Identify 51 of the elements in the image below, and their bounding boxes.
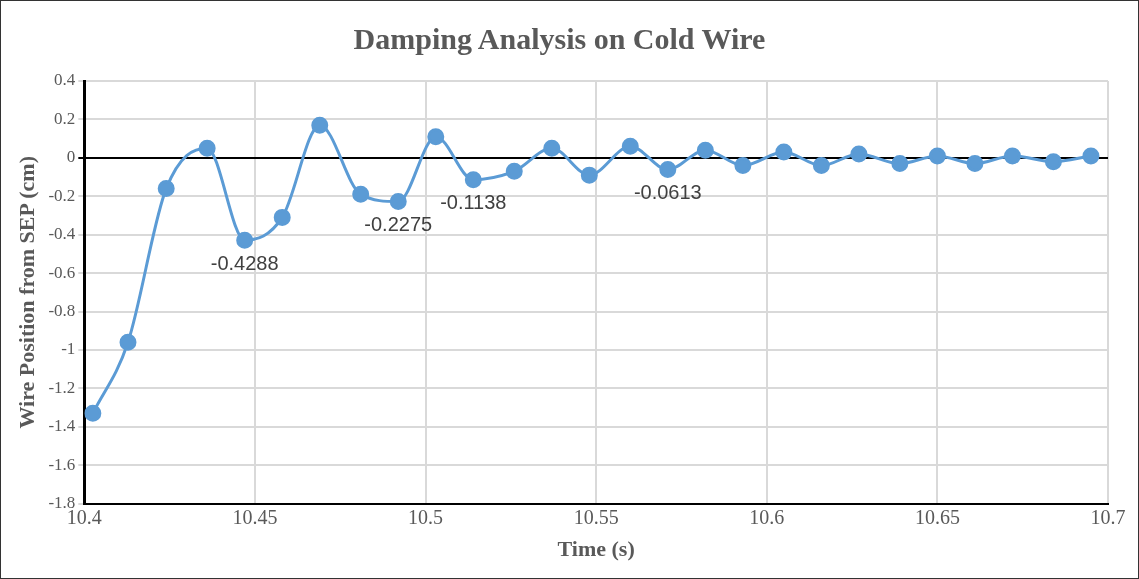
x-axis-title: Time (s) (557, 536, 635, 562)
y-tick-label: 0.4 (54, 70, 76, 90)
point (1003, 147, 1021, 165)
y-tick-label: 0.2 (54, 108, 76, 128)
point (812, 157, 830, 175)
point (157, 180, 175, 198)
point (198, 139, 216, 157)
y-axis-title: Wire Position from SEP (cm) (13, 156, 39, 429)
y-tick-label: -1.2 (48, 377, 76, 397)
x-tick-label: 10.45 (232, 505, 278, 528)
x-tick-label: 10.7 (1090, 505, 1126, 528)
point (505, 162, 523, 180)
point (1082, 147, 1100, 165)
point (543, 139, 561, 157)
x-tick-label: 10.5 (408, 505, 444, 528)
data-label: -0.2275 (364, 213, 433, 236)
y-tick-label: -0.2 (48, 185, 76, 205)
point (621, 137, 639, 155)
point (891, 155, 909, 173)
point (734, 157, 752, 175)
y-tick-label: -0.6 (48, 262, 76, 282)
point (928, 147, 946, 165)
point (119, 333, 137, 351)
y-tick-label: -1.6 (48, 454, 76, 474)
point (352, 185, 370, 203)
point (966, 155, 984, 173)
point (659, 161, 677, 179)
point (696, 141, 714, 159)
y-tick-label: -0.8 (48, 300, 76, 320)
point (427, 128, 445, 146)
point (273, 208, 291, 226)
point (311, 116, 329, 134)
y-tick-label: -1 (61, 339, 76, 359)
point (850, 145, 868, 163)
y-tick-label: -1.4 (48, 416, 76, 436)
y-tick-label: 0 (66, 147, 76, 167)
chart-title: Damping Analysis on Cold Wire (353, 21, 766, 55)
point (84, 404, 102, 422)
x-tick-label: 10.65 (914, 505, 960, 528)
data-label: -0.4288 (210, 251, 279, 274)
point (389, 193, 407, 211)
data-label: -0.0613 (633, 181, 702, 204)
point (775, 143, 793, 161)
data-label: -0.1138 (440, 191, 507, 214)
x-tick-label: 10.6 (749, 505, 785, 528)
point (236, 231, 254, 249)
x-tick-label: 10.55 (573, 505, 619, 528)
point (464, 171, 482, 189)
y-tick-label: -0.4 (48, 224, 76, 244)
point (1044, 153, 1062, 171)
point (580, 166, 598, 184)
